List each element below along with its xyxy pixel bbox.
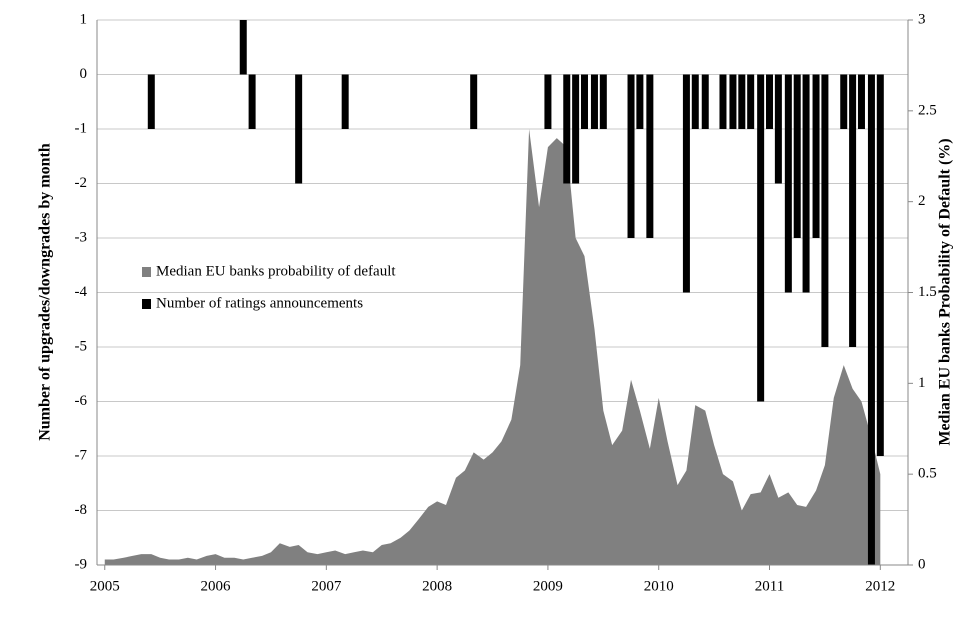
bar <box>729 74 737 129</box>
bar <box>867 74 875 565</box>
y2-tick-label: 1.5 <box>918 284 937 300</box>
y-tick-label: -6 <box>75 393 88 409</box>
bar <box>646 74 654 238</box>
y2-tick-label: 3 <box>918 11 926 27</box>
legend-label: Median EU banks probability of default <box>156 263 396 279</box>
x-tick-label: 2005 <box>90 578 120 594</box>
bar <box>563 74 571 184</box>
bar <box>784 74 792 293</box>
bar <box>572 74 580 184</box>
bar <box>774 74 782 184</box>
bar <box>341 74 349 129</box>
y-tick-label: 1 <box>80 11 88 27</box>
y-tick-label: -8 <box>75 502 88 518</box>
bar <box>691 74 699 129</box>
bar <box>239 20 247 75</box>
y-tick-label: -4 <box>75 284 88 300</box>
bar <box>738 74 746 129</box>
bar <box>793 74 801 238</box>
bar <box>599 74 607 129</box>
y-tick-label: -3 <box>75 229 88 245</box>
bar <box>821 74 829 347</box>
y2-tick-label: 2.5 <box>918 102 937 118</box>
y-tick-label: -7 <box>75 447 88 463</box>
x-tick-label: 2009 <box>533 578 563 594</box>
bar <box>682 74 690 293</box>
y-tick-label: -9 <box>75 556 88 572</box>
bar <box>147 74 155 129</box>
bar <box>747 74 755 129</box>
y2-tick-label: 2 <box>918 193 926 209</box>
bar <box>719 74 727 129</box>
bar <box>701 74 709 129</box>
y2-tick-label: 0 <box>918 556 926 572</box>
y-axis-title: Number of upgrades/downgrades by month <box>37 143 54 441</box>
x-tick-label: 2007 <box>311 578 342 594</box>
bar <box>766 74 774 129</box>
bar <box>812 74 820 238</box>
bar <box>248 74 256 129</box>
bar <box>802 74 810 293</box>
bar <box>757 74 765 402</box>
legend-swatch <box>142 267 151 277</box>
bar <box>627 74 635 238</box>
bar <box>857 74 865 129</box>
x-tick-label: 2012 <box>865 578 895 594</box>
y-tick-label: -5 <box>75 338 88 354</box>
y-tick-label: 0 <box>80 66 88 82</box>
legend-swatch <box>142 299 151 309</box>
x-tick-label: 2011 <box>755 578 784 594</box>
y2-axis-title: Median EU banks Probability of Default (… <box>937 138 954 445</box>
bar <box>849 74 857 347</box>
bar <box>544 74 552 129</box>
y2-tick-label: 1 <box>918 375 926 391</box>
x-tick-label: 2006 <box>201 578 232 594</box>
bar <box>590 74 598 129</box>
bar <box>636 74 644 129</box>
y-tick-label: -1 <box>75 120 88 136</box>
x-tick-label: 2010 <box>644 578 674 594</box>
bar <box>295 74 303 184</box>
y2-tick-label: 0.5 <box>918 466 937 482</box>
y-tick-label: -2 <box>75 175 88 191</box>
bar <box>470 74 478 129</box>
bar <box>876 74 884 456</box>
x-tick-label: 2008 <box>422 578 452 594</box>
bar <box>840 74 848 129</box>
legend-label: Number of ratings announcements <box>156 295 363 311</box>
area <box>104 129 881 565</box>
bar <box>580 74 588 129</box>
